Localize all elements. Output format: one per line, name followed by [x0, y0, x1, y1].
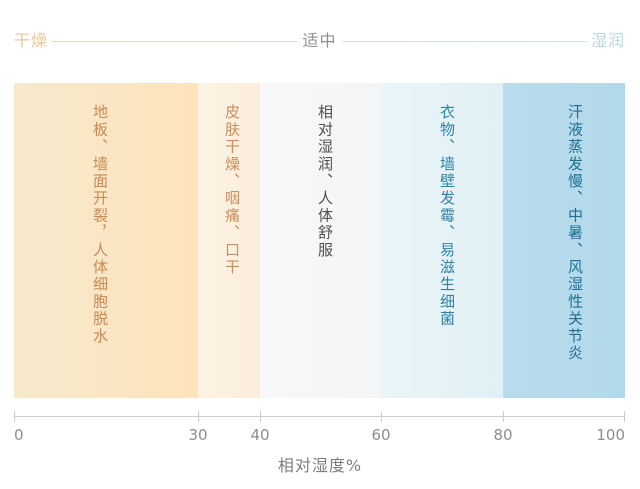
band-label-very-humid: 汗液蒸发慢、中暑、风湿性关节炎: [566, 104, 584, 362]
humidity-band-dry: 皮肤干燥、咽痛、口干: [198, 83, 260, 398]
humidity-band-humid: 衣物、墙壁发霉、易滋生细菌: [381, 83, 503, 398]
axis-tick-label-80: 80: [493, 426, 513, 444]
legend-label-dry: 干燥: [14, 31, 49, 50]
axis-tick-40: [260, 411, 261, 422]
axis-tick-label-40: 40: [250, 426, 270, 444]
axis-tick-label-100: 100: [596, 426, 625, 444]
band-label-comfortable: 相对湿润、人体舒服: [316, 104, 334, 259]
legend-rule-right: [342, 40, 587, 42]
legend-label-humid: 湿润: [591, 31, 626, 50]
legend-label-moderate: 适中: [302, 31, 337, 50]
humidity-band-very-humid: 汗液蒸发慢、中暑、风湿性关节炎: [503, 83, 625, 398]
axis-tick-label-60: 60: [371, 426, 391, 444]
humidity-axis: 0 30 40 60 80 100: [14, 411, 625, 443]
humidity-band-very-dry: 地板、墙面开裂，人体细胞脱水: [14, 83, 198, 398]
humidity-legend: 干燥 适中 湿润: [14, 28, 625, 54]
humidity-band-comfortable: 相对湿润、人体舒服: [260, 83, 381, 398]
axis-tick-0: [14, 411, 15, 422]
legend-rule-left: [52, 40, 297, 42]
band-label-humid: 衣物、墙壁发霉、易滋生细菌: [438, 104, 456, 328]
axis-tick-60: [381, 411, 382, 422]
band-label-very-dry: 地板、墙面开裂，人体细胞脱水: [91, 104, 109, 345]
axis-tick-label-0: 0: [14, 426, 24, 444]
axis-tick-label-30: 30: [188, 426, 208, 444]
axis-tick-80: [503, 411, 504, 422]
axis-title: 相对湿度%: [277, 456, 363, 475]
axis-tick-30: [198, 411, 199, 422]
axis-tick-100: [624, 411, 625, 422]
humidity-band-chart: 地板、墙面开裂，人体细胞脱水 皮肤干燥、咽痛、口干 相对湿润、人体舒服 衣物、墙…: [14, 83, 625, 398]
band-label-dry: 皮肤干燥、咽痛、口干: [223, 104, 241, 276]
